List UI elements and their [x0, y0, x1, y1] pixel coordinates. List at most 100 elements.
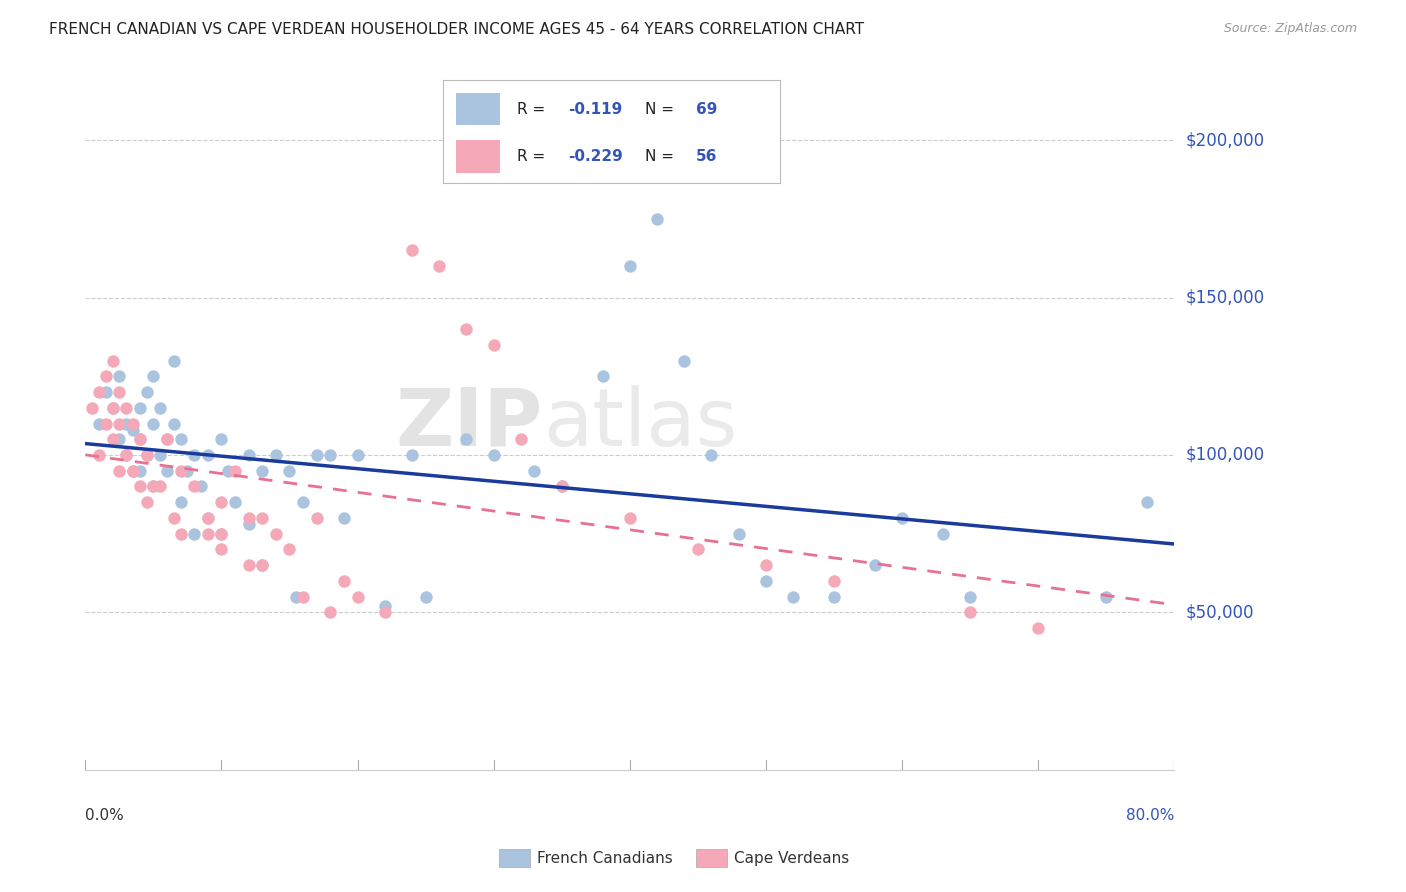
FancyBboxPatch shape [457, 93, 501, 126]
Point [727, 526, 749, 541]
Point [197, 448, 219, 462]
Point [456, 432, 478, 446]
Point [156, 464, 179, 478]
Point [700, 448, 723, 462]
Text: 80.0%: 80.0% [1126, 808, 1174, 823]
Point [209, 542, 232, 557]
Point [149, 448, 172, 462]
Point [87, 385, 110, 400]
Point [94, 369, 117, 384]
Point [135, 448, 157, 462]
Point [149, 479, 172, 493]
Point [482, 448, 505, 462]
Text: 0.0%: 0.0% [86, 808, 124, 823]
Point [252, 558, 274, 573]
Point [209, 526, 232, 541]
Point [252, 464, 274, 478]
Point [101, 353, 124, 368]
Point [292, 590, 315, 604]
Text: $150,000: $150,000 [1185, 289, 1264, 307]
Point [128, 401, 150, 415]
Point [305, 448, 328, 462]
Point [252, 558, 274, 573]
Point [115, 448, 138, 462]
Point [285, 590, 308, 604]
Point [551, 479, 574, 493]
Point [891, 511, 914, 525]
Point [292, 495, 315, 509]
Point [551, 479, 574, 493]
Text: R =: R = [517, 102, 550, 117]
Point [122, 417, 145, 431]
Point [1136, 495, 1159, 509]
Point [169, 526, 191, 541]
Point [115, 448, 138, 462]
Point [135, 448, 157, 462]
Point [122, 464, 145, 478]
Point [509, 432, 531, 446]
Point [183, 479, 205, 493]
Point [619, 259, 641, 273]
Point [108, 385, 131, 400]
Text: FRENCH CANADIAN VS CAPE VERDEAN HOUSEHOLDER INCOME AGES 45 - 64 YEARS CORRELATIO: FRENCH CANADIAN VS CAPE VERDEAN HOUSEHOL… [49, 22, 865, 37]
Point [149, 401, 172, 415]
Point [115, 417, 138, 431]
Point [94, 417, 117, 431]
Point [108, 417, 131, 431]
Point [374, 599, 396, 613]
Text: Source: ZipAtlas.com: Source: ZipAtlas.com [1223, 22, 1357, 36]
Point [197, 511, 219, 525]
FancyBboxPatch shape [457, 140, 501, 173]
Text: N =: N = [645, 149, 679, 164]
Text: ZIP: ZIP [395, 384, 543, 463]
Text: N =: N = [645, 102, 679, 117]
Point [823, 590, 845, 604]
Point [169, 464, 191, 478]
Point [169, 432, 191, 446]
Point [456, 322, 478, 336]
Text: French Canadians: French Canadians [537, 851, 673, 865]
Point [346, 590, 368, 604]
Point [142, 369, 165, 384]
Point [755, 574, 778, 588]
Point [169, 495, 191, 509]
Point [673, 353, 696, 368]
Text: $200,000: $200,000 [1185, 131, 1264, 149]
Point [135, 495, 157, 509]
Point [197, 511, 219, 525]
Point [333, 511, 356, 525]
Point [374, 605, 396, 619]
Point [128, 432, 150, 446]
Point [209, 495, 232, 509]
Point [115, 401, 138, 415]
Point [1095, 590, 1118, 604]
Point [142, 479, 165, 493]
Point [782, 590, 804, 604]
Text: Cape Verdeans: Cape Verdeans [734, 851, 849, 865]
Point [108, 369, 131, 384]
Point [142, 479, 165, 493]
Point [163, 353, 186, 368]
Text: R =: R = [517, 149, 550, 164]
Text: $100,000: $100,000 [1185, 446, 1264, 464]
Point [183, 526, 205, 541]
Point [686, 542, 709, 557]
Point [135, 385, 157, 400]
Text: 69: 69 [696, 102, 717, 117]
Point [183, 448, 205, 462]
Point [101, 432, 124, 446]
Point [128, 464, 150, 478]
Point [319, 605, 342, 619]
Point [645, 212, 668, 227]
Point [128, 432, 150, 446]
Point [156, 432, 179, 446]
Point [401, 448, 423, 462]
Point [87, 417, 110, 431]
Point [1026, 621, 1049, 635]
Text: -0.119: -0.119 [568, 102, 621, 117]
Point [305, 511, 328, 525]
Point [209, 432, 232, 446]
Point [619, 511, 641, 525]
Point [101, 401, 124, 415]
Point [101, 401, 124, 415]
